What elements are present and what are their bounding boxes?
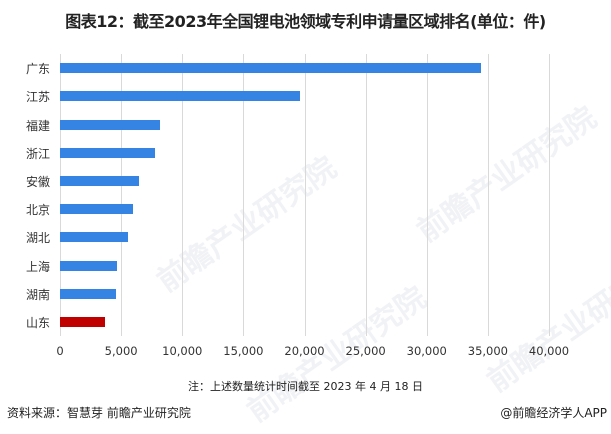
source-text: 资料来源：智慧芽 前瞻产业研究院: [7, 406, 191, 420]
bar: [60, 91, 300, 102]
watermark: 前瞻产业研究院: [480, 250, 611, 400]
category-label: 江苏: [25, 90, 50, 105]
chart-title: 图表12：截至2023年全国锂电池领域专利申请量区域排名(单位：件): [65, 12, 546, 31]
x-tick-label: 0: [56, 344, 64, 358]
gridline: [365, 54, 367, 336]
gridline: [426, 54, 428, 336]
chart-note: 注：上述数量统计时间截至 2023 年 4 月 18 日: [188, 380, 423, 393]
bar: [60, 204, 134, 215]
gridline: [243, 54, 245, 336]
watermark: 前瞻产业研究院: [410, 100, 604, 250]
gridline: [60, 54, 61, 336]
category-label: 山东: [25, 315, 50, 330]
x-tick-label: 25,000: [345, 344, 386, 358]
bar: [60, 147, 156, 158]
gridline: [182, 54, 184, 336]
x-tick-label: 40,000: [528, 344, 570, 358]
x-tick-label: 15,000: [223, 344, 264, 358]
watermark: 前瞻产业研究院: [150, 150, 344, 300]
gridline: [121, 54, 123, 336]
x-tick-label: 35,000: [467, 344, 508, 358]
category-label: 湖南: [25, 287, 50, 302]
x-tick-label: 5,000: [104, 344, 138, 358]
category-label: 湖北: [25, 231, 50, 246]
category-label: 福建: [25, 118, 50, 133]
x-tick-label: 20,000: [284, 344, 325, 358]
category-label: 上海: [25, 259, 50, 274]
gridline: [487, 54, 489, 336]
category-label: 广东: [25, 62, 50, 77]
category-label: 浙江: [25, 146, 50, 161]
category-label: 北京: [25, 203, 50, 218]
gridline: [549, 54, 550, 336]
gridline: [304, 54, 306, 336]
bar: [60, 260, 118, 271]
x-tick-label: 30,000: [406, 344, 447, 358]
credit-text: @前瞻经济学人APP: [500, 406, 607, 420]
bar: [60, 119, 161, 130]
category-label: 安徽: [25, 174, 50, 189]
bar: [60, 232, 129, 243]
bar: [60, 63, 481, 74]
x-tick-label: 10,000: [162, 344, 203, 358]
bar: [60, 175, 140, 186]
bar: [60, 316, 106, 327]
bar: [60, 288, 117, 299]
